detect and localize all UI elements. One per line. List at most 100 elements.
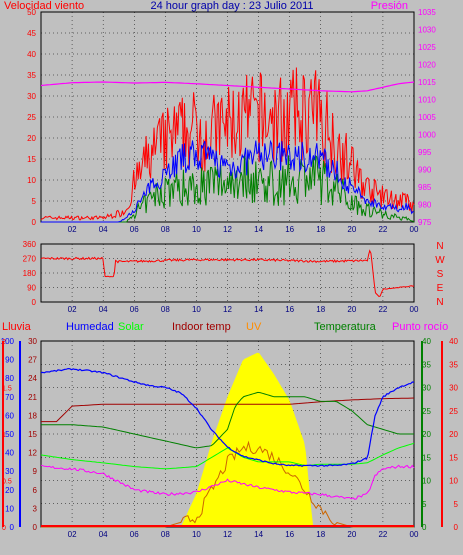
solar-line: [40, 442, 415, 470]
temperature-y-tick-label: 20: [422, 430, 431, 439]
wind-direction-x-tick-label: 00: [410, 305, 419, 314]
wind-direction-x-tick-label: 20: [347, 305, 356, 314]
wind-direction-grid: [41, 243, 415, 303]
wind-y-tick-label: 25: [27, 113, 36, 122]
humidity-line: [40, 367, 415, 467]
indoor-y-tick-label: 24: [28, 374, 37, 383]
temperature-y-tick-label: 25: [422, 407, 431, 416]
wind-pressure-series: [40, 67, 415, 223]
pressure-y-tick-label: 1000: [418, 131, 436, 140]
pressure-y-tick-label: 975: [418, 218, 432, 227]
wind-direction-x-tick-label: 18: [316, 305, 325, 314]
wind-y-tick-label: 20: [27, 134, 36, 143]
pressure-y-tick-label: 1030: [418, 26, 436, 35]
wind-direction-x-tick-label: 22: [378, 305, 387, 314]
graph-title: 24 hour graph day : 23 Julio 2011: [150, 0, 313, 12]
humidity-temperature-x-tick-label: 06: [130, 530, 139, 539]
pressure-y-tick-label: 1015: [418, 78, 436, 87]
indoor-y-tick-label: 3: [33, 504, 38, 513]
compass-label: S: [437, 269, 444, 280]
uv-label: UV: [246, 321, 262, 333]
compass-label: N: [436, 297, 443, 308]
indoor-y-tick-label: 15: [28, 430, 37, 439]
wind-y-tick-label: 40: [27, 50, 36, 59]
pressure-y-tick-label: 985: [418, 183, 432, 192]
wind-pressure-x-tick-label: 02: [68, 225, 77, 234]
pressure-y-tick-label: 1025: [418, 43, 436, 52]
dewpoint-line: [40, 464, 415, 500]
indoor-y-tick-label: 21: [28, 393, 37, 402]
wind-pressure-x-tick-label: 00: [410, 225, 419, 234]
humidity-temperature-x-tick-label: 10: [192, 530, 201, 539]
wind-direction-x-tick-label: 10: [192, 305, 201, 314]
wind-y-tick-label: 35: [27, 71, 36, 80]
wind-pressure-x-tick-label: 04: [99, 225, 108, 234]
humidity-temperature-x-tick-label: 18: [316, 530, 325, 539]
humidity-temperature-chart: 010203040506070809010000.511.52036912151…: [1, 337, 459, 539]
pressure-y-tick-label: 1010: [418, 96, 436, 105]
humidity-temperature-x-tick-label: 14: [254, 530, 263, 539]
humidity-temperature-x-tick-label: 20: [347, 530, 356, 539]
temperature-y-tick-label: 15: [422, 453, 431, 462]
humidity-temperature-series: [40, 352, 415, 528]
wind-direction-x-tick-label: 14: [254, 305, 263, 314]
humidity-y-tick-label: 0: [10, 523, 15, 532]
temperature-y-tick-label: 40: [422, 337, 431, 346]
wind-direction-x-tick-label: 16: [285, 305, 294, 314]
pressure-y-tick-label: 990: [418, 166, 432, 175]
humidity-y-tick-label: 90: [5, 356, 14, 365]
indoor-y-tick-label: 27: [28, 356, 37, 365]
rain-y-tick-label: 1.5: [2, 386, 12, 393]
wind-pressure-x-tick-label: 16: [285, 225, 294, 234]
wind-pressure-x-tick-label: 10: [192, 225, 201, 234]
indoor-y-tick-label: 9: [33, 467, 38, 476]
indoor-y-tick-label: 18: [28, 411, 37, 420]
rain-y-tick-label: 0.5: [2, 479, 12, 486]
humidity-y-tick-label: 60: [5, 411, 14, 420]
temperature-label: Temperatura: [314, 321, 377, 333]
wind-pressure-axes: 0510152025303540455097598098599099510001…: [27, 8, 436, 234]
humidity-temperature-x-tick-label: 16: [285, 530, 294, 539]
wind-y-tick-label: 5: [32, 197, 37, 206]
wind-direction-x-tick-label: 04: [99, 305, 108, 314]
wind-direction-line: [40, 249, 415, 298]
humidity-temperature-x-tick-label: 08: [161, 530, 170, 539]
compass-label: N: [436, 241, 443, 252]
humidity-y-tick-label: 100: [1, 337, 15, 346]
dewpoint-y-tick-label: 20: [449, 430, 458, 439]
humidity-temperature-x-tick-label: 04: [99, 530, 108, 539]
temperature-y-tick-label: 10: [422, 477, 431, 486]
humidity-y-tick-label: 20: [5, 486, 14, 495]
pressure-line: [40, 81, 415, 93]
indoor-y-tick-label: 6: [33, 486, 38, 495]
wind-pressure-x-tick-label: 08: [161, 225, 170, 234]
humidity-label: Humedad: [66, 321, 114, 333]
humidity-temperature-x-tick-label: 02: [68, 530, 77, 539]
wind-direction-series: [40, 249, 415, 298]
humidity-y-tick-label: 80: [5, 374, 14, 383]
wind-pressure-chart: 0510152025303540455097598098599099510001…: [27, 8, 436, 234]
pressure-y-tick-label: 980: [418, 201, 432, 210]
wind-average-line: [41, 139, 415, 223]
temperature-line: [41, 391, 414, 449]
humidity-temperature-axes: 010203040506070809010000.511.52036912151…: [1, 337, 459, 539]
temperature-y-tick-label: 0: [422, 523, 427, 532]
dewpoint-y-tick-label: 5: [454, 500, 459, 509]
wind-y-tick-label: 10: [27, 176, 36, 185]
dewpoint-y-tick-label: 35: [449, 360, 458, 369]
wind-y-tick-label: 50: [27, 8, 36, 17]
wind-speed-label: Velocidad viento: [4, 0, 84, 12]
pressure-y-tick-label: 1005: [418, 113, 436, 122]
humidity-y-tick-label: 10: [5, 504, 14, 513]
indoor-y-tick-label: 12: [28, 449, 37, 458]
wind-direction-x-tick-label: 06: [130, 305, 139, 314]
direction-y-tick-label: 90: [27, 284, 36, 293]
indoor-y-tick-label: 30: [28, 337, 37, 346]
pressure-label: Presión: [371, 0, 408, 12]
wind-y-tick-label: 30: [27, 92, 36, 101]
direction-y-tick-label: 360: [23, 240, 37, 249]
wind-y-tick-label: 0: [32, 218, 37, 227]
dewpoint-y-tick-label: 10: [449, 477, 458, 486]
wind-y-tick-label: 45: [27, 29, 36, 38]
